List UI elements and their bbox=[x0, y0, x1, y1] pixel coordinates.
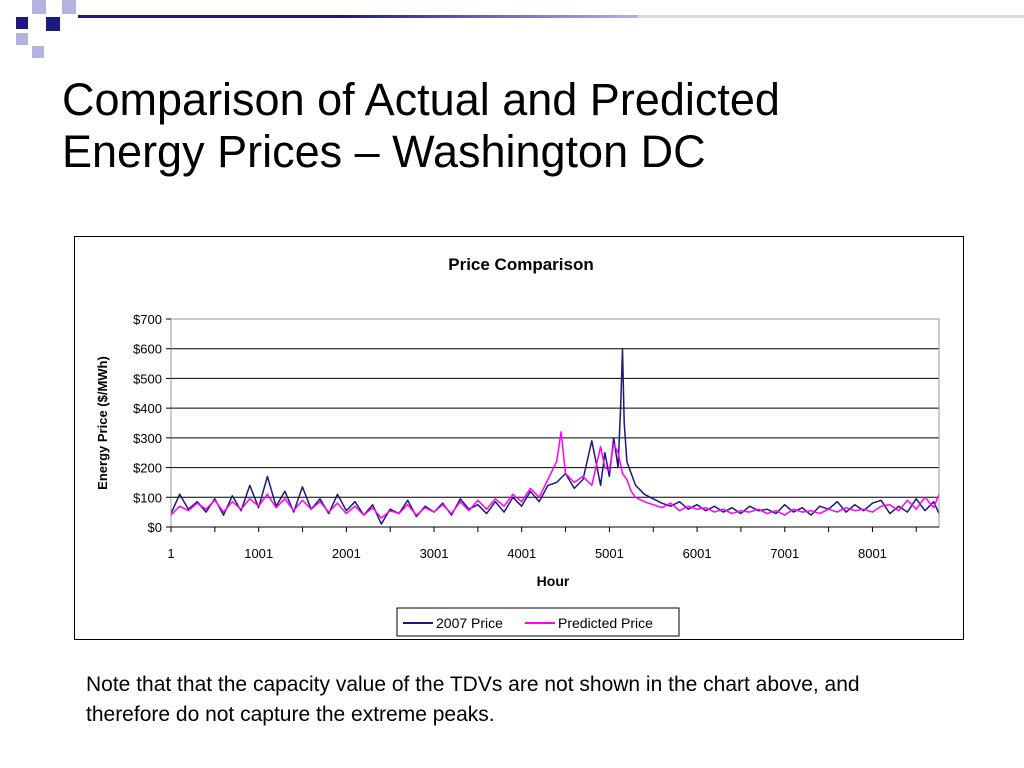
slide-title: Comparison of Actual and Predicted Energ… bbox=[62, 74, 962, 178]
y-tick-label: $700 bbox=[133, 312, 162, 327]
legend-label-predicted: Predicted Price bbox=[558, 615, 653, 631]
title-rule bbox=[78, 15, 1024, 18]
x-tick-label: 3001 bbox=[420, 546, 449, 561]
y-tick-label: $400 bbox=[133, 401, 162, 416]
logo-square bbox=[46, 17, 60, 31]
y-tick-label: $0 bbox=[148, 520, 162, 535]
legend-label-actual: 2007 Price bbox=[436, 615, 503, 631]
x-tick-label: 1 bbox=[167, 546, 174, 561]
footnote: Note that that the capacity value of the… bbox=[86, 673, 860, 726]
slide-title-line2: Energy Prices – Washington DC bbox=[62, 126, 706, 177]
series-line-2007-price bbox=[170, 347, 940, 525]
logo-square bbox=[16, 17, 28, 29]
logo-squares bbox=[16, 0, 76, 58]
x-tick-label: 6001 bbox=[683, 546, 712, 561]
x-tick-label: 5001 bbox=[595, 546, 624, 561]
logo-square bbox=[32, 46, 44, 58]
y-tick-label: $500 bbox=[133, 371, 162, 386]
slide-title-line1: Comparison of Actual and Predicted bbox=[62, 74, 780, 125]
x-tick-label: 7001 bbox=[770, 546, 799, 561]
y-tick-label: $200 bbox=[133, 461, 162, 476]
x-tick-label: 1001 bbox=[244, 546, 273, 561]
chart-title: Price Comparison bbox=[448, 255, 594, 274]
series-lines bbox=[170, 347, 940, 525]
y-axis-label: Energy Price ($/MWh) bbox=[95, 356, 110, 490]
y-tick-label: $300 bbox=[133, 431, 162, 446]
logo-square bbox=[32, 0, 46, 14]
logo-square bbox=[16, 33, 28, 45]
x-axis-ticks: 1 1001 2001 3001 4001 5001 6001 7001 8001 bbox=[167, 526, 939, 561]
gridlines bbox=[171, 318, 939, 498]
logo-square bbox=[62, 0, 76, 14]
x-tick-label: 8001 bbox=[858, 546, 887, 561]
chart-frame: Price Comparison $0 $100 $200 $300 $400 $500 $… bbox=[74, 236, 964, 640]
price-comparison-chart: Price Comparison $0$100$200$300$400$500$… bbox=[95, 255, 940, 637]
y-tick-label: $100 bbox=[133, 490, 162, 505]
y-tick-label: $600 bbox=[133, 342, 162, 357]
x-axis-label: Hour bbox=[537, 573, 570, 589]
series-line-predicted-price bbox=[170, 431, 940, 519]
x-tick-label: 2001 bbox=[332, 546, 361, 561]
x-tick-label: 4001 bbox=[507, 546, 536, 561]
legend: 2007 Price Predicted Price bbox=[396, 607, 680, 637]
y-axis-ticks: $0 $100 $200 $300 $400 $500 $600 $700 bbox=[133, 312, 171, 535]
